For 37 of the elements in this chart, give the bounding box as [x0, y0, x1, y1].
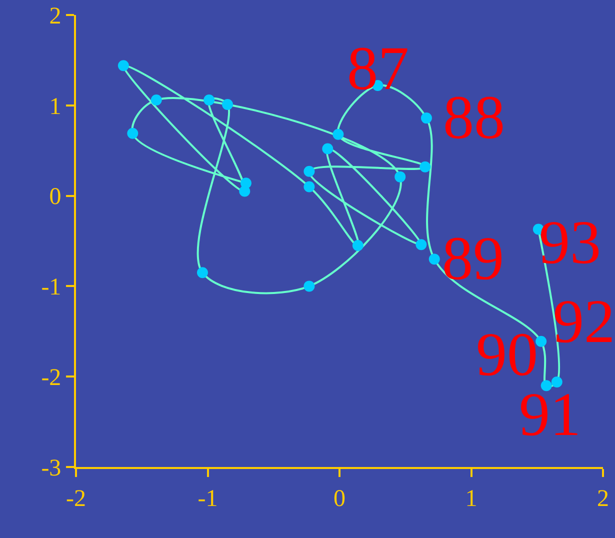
- point: [304, 280, 315, 292]
- point: [420, 112, 432, 124]
- point: [304, 181, 315, 192]
- point: [322, 143, 334, 154]
- x-tick-label: -1: [198, 486, 218, 512]
- x-tick-label: -2: [66, 486, 86, 512]
- x-tick-label: 1: [465, 486, 478, 512]
- point: [540, 380, 552, 392]
- point: [150, 94, 162, 106]
- annotation: 87: [347, 35, 409, 103]
- annotation: 88: [443, 84, 505, 152]
- point: [332, 128, 344, 140]
- point: [394, 171, 406, 182]
- y-tick-label: -3: [41, 455, 62, 482]
- point: [239, 186, 250, 197]
- point: [536, 336, 547, 347]
- y-tick-label: 1: [49, 94, 62, 120]
- point: [420, 161, 431, 172]
- point: [428, 254, 440, 265]
- point: [304, 166, 315, 177]
- y-tick-label: 0: [49, 184, 62, 210]
- point: [352, 240, 364, 252]
- point: [118, 60, 129, 72]
- point: [416, 239, 427, 250]
- annotation: 89: [442, 225, 504, 293]
- point: [204, 94, 215, 106]
- y-tick-label: -1: [41, 274, 62, 301]
- x-tick-label: 2: [597, 486, 609, 512]
- point: [222, 99, 234, 110]
- annotation: 92: [553, 288, 615, 356]
- point: [551, 376, 562, 388]
- y-tick-label: -2: [41, 365, 62, 391]
- point: [196, 267, 208, 278]
- point: [127, 128, 138, 139]
- x-tick-label: 0: [334, 486, 346, 512]
- annotation: 93: [539, 209, 601, 277]
- y-tick-label: 2: [49, 3, 62, 30]
